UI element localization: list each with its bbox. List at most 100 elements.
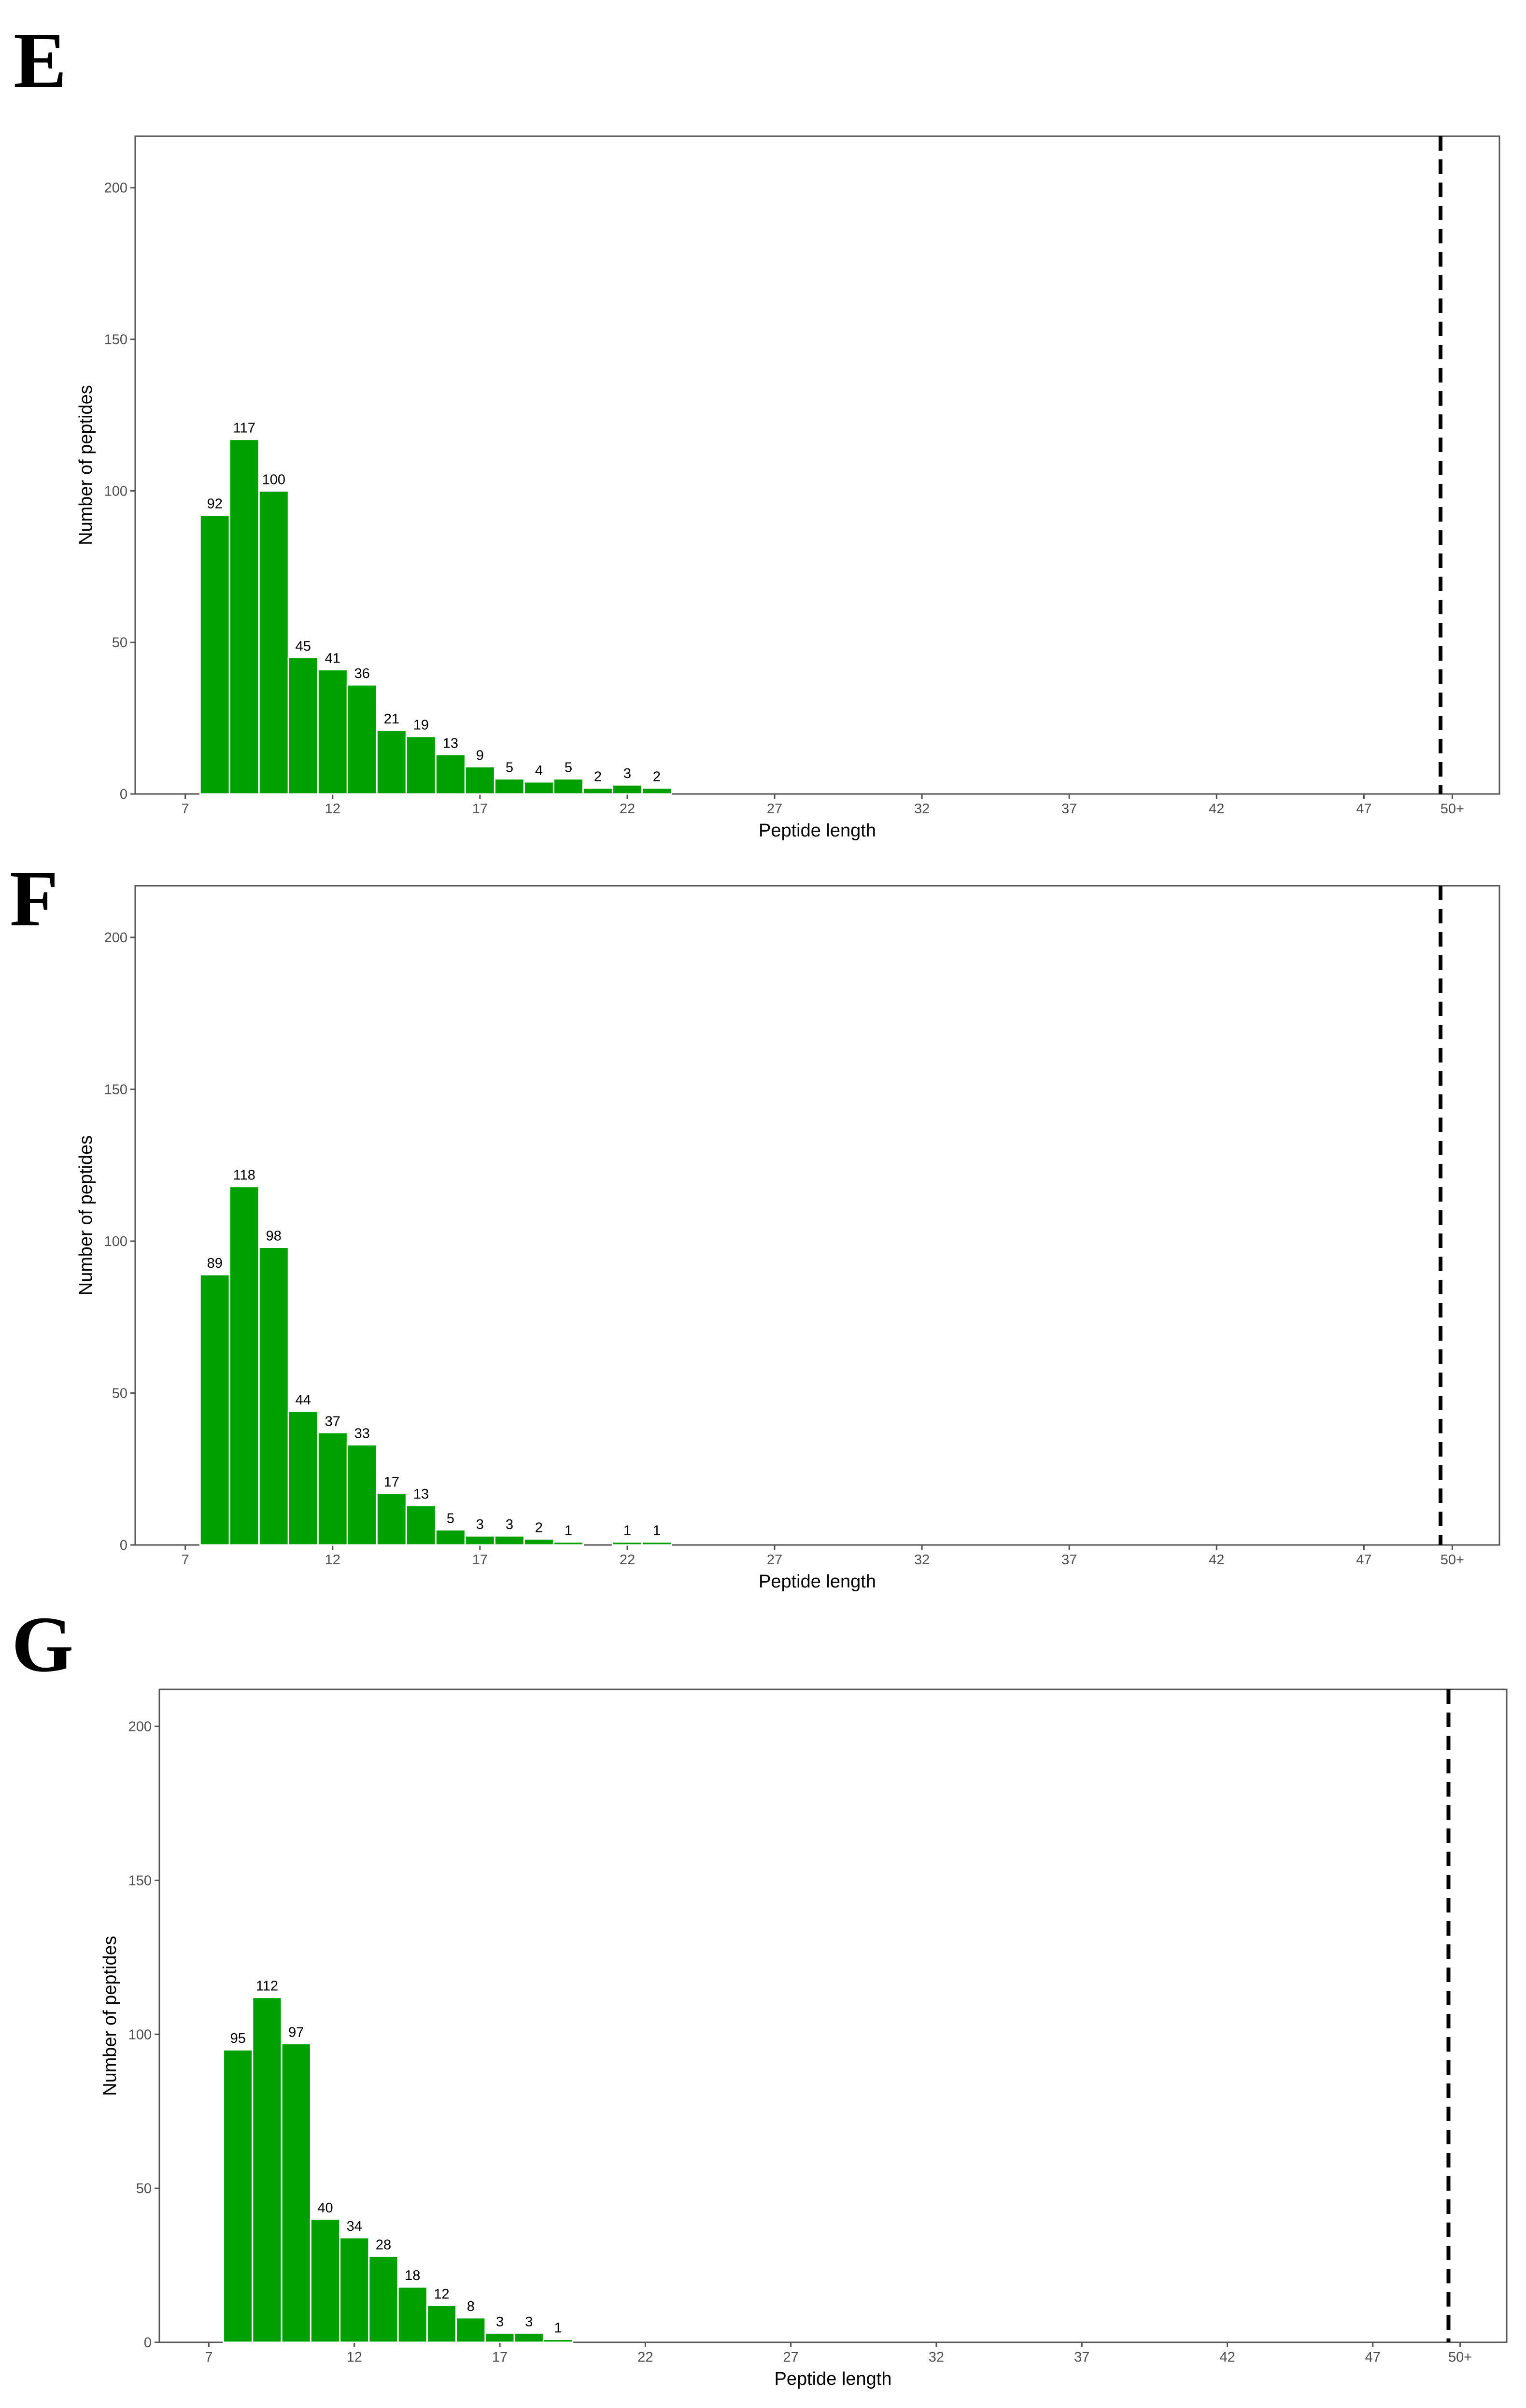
bar-value-label: 34 [347, 2219, 362, 2234]
x-axis-title: Peptide length [759, 1572, 876, 1592]
panel-letter-f: F [10, 854, 58, 943]
bar [484, 2332, 515, 2343]
bar-value-label: 97 [288, 2025, 304, 2040]
bar-value-label: 3 [623, 766, 631, 781]
bar-value-label: 5 [447, 1511, 454, 1527]
x-tick-label: 47 [1356, 801, 1371, 817]
bar [287, 1410, 319, 1546]
x-tick-label: 42 [1209, 801, 1224, 817]
bar-value-label: 17 [384, 1474, 399, 1490]
x-tick-label: 32 [929, 2350, 944, 2365]
bar [281, 2042, 311, 2343]
bar-value-label: 92 [207, 496, 223, 512]
y-tick-label: 50 [136, 2181, 152, 2196]
bar [287, 657, 319, 795]
bar-value-label: 5 [506, 760, 513, 776]
x-tick-label: 7 [205, 2350, 212, 2365]
x-axis-title: Peptide length [759, 821, 876, 841]
bar [199, 514, 230, 795]
bar-value-label: 37 [325, 1414, 340, 1429]
x-tick-label: 12 [325, 801, 340, 817]
x-tick-label: 37 [1061, 1552, 1077, 1568]
bar [435, 1529, 466, 1546]
x-tick-label: 22 [620, 1552, 635, 1568]
x-tick-label: 47 [1356, 1552, 1371, 1568]
x-tick-label: 17 [492, 2350, 508, 2365]
bar-value-label: 1 [565, 1523, 572, 1539]
y-tick-label: 200 [104, 181, 127, 196]
bar-value-label: 21 [384, 711, 399, 727]
bar-value-label: 41 [325, 651, 340, 666]
x-tick-label: 17 [472, 801, 488, 817]
y-tick-label: 0 [120, 787, 127, 802]
x-tick-label: 7 [182, 1552, 189, 1568]
x-tick-label: 22 [620, 801, 635, 817]
y-axis-title: Number of peptides [76, 1135, 96, 1296]
panel-e: E 0 50 100 150 200 7 12 17 22 27 32 37 42 47 50+ 92 117 1… [0, 0, 1526, 850]
y-tick-label: 100 [104, 483, 127, 499]
bar-value-label: 98 [266, 1229, 282, 1244]
y-tick-label: 50 [112, 635, 127, 651]
bar-value-label: 3 [506, 1517, 513, 1532]
bar [405, 1504, 437, 1546]
y-tick-label: 150 [104, 332, 127, 348]
x-axis-title: Peptide length [775, 2369, 892, 2389]
bar-value-label: 1 [623, 1523, 631, 1539]
x-tick-label: 27 [767, 801, 782, 817]
bar [513, 2332, 544, 2343]
bar-value-label: 45 [296, 639, 311, 654]
bar [310, 2218, 341, 2343]
bar-value-label: 112 [256, 1979, 278, 1994]
x-tick-label: 37 [1074, 2350, 1089, 2365]
bar [641, 787, 672, 795]
bar-value-label: 3 [525, 2314, 533, 2330]
bar-value-label: 36 [354, 666, 370, 681]
panel-letter-e: E [14, 16, 67, 104]
x-tick-label: 47 [1365, 2350, 1381, 2365]
bar-value-label: 117 [233, 421, 255, 436]
bar-value-label: 40 [317, 2200, 333, 2216]
bar-value-label: 8 [467, 2299, 475, 2314]
bar [397, 2286, 428, 2343]
bar [552, 1541, 584, 1546]
bar-value-label: 3 [476, 1517, 484, 1532]
bar-value-label: 12 [434, 2286, 449, 2302]
bar-value-label: 13 [443, 736, 458, 751]
x-tick-label: 50+ [1441, 1552, 1464, 1568]
bar [346, 684, 378, 795]
x-tick-label: 42 [1209, 1552, 1224, 1568]
bar [376, 729, 407, 795]
bar-value-label: 2 [653, 769, 661, 784]
bar [405, 736, 437, 795]
bar-value-label: 3 [496, 2314, 504, 2330]
bar-value-label: 100 [262, 472, 285, 487]
bar-value-label: 1 [554, 2321, 562, 2336]
x-tick-label: 22 [637, 2350, 653, 2365]
x-tick-label: 42 [1219, 2350, 1235, 2365]
bar [317, 1431, 348, 1546]
bar-value-label: 5 [565, 760, 572, 776]
y-tick-label: 200 [128, 1719, 152, 1735]
bar [339, 2237, 370, 2343]
x-tick-label: 27 [783, 2350, 798, 2365]
bar [317, 669, 348, 795]
bar-value-label: 95 [230, 2031, 246, 2046]
bar-value-label: 118 [233, 1168, 255, 1183]
bar [228, 1186, 260, 1546]
y-tick-label: 200 [104, 930, 127, 946]
bar [368, 2255, 399, 2343]
bar [455, 2317, 486, 2343]
x-tick-label: 12 [347, 2350, 362, 2365]
x-tick-label: 12 [325, 1552, 340, 1568]
y-tick-label: 0 [144, 2335, 152, 2351]
bar [542, 2338, 574, 2343]
x-tick-label: 37 [1061, 801, 1077, 817]
y-tick-label: 150 [128, 1873, 152, 1888]
bar [426, 2304, 457, 2343]
bar-value-label: 13 [413, 1487, 429, 1502]
bar [376, 1492, 407, 1546]
x-tick-label: 27 [767, 1552, 782, 1568]
plot-border [158, 1688, 1508, 2343]
